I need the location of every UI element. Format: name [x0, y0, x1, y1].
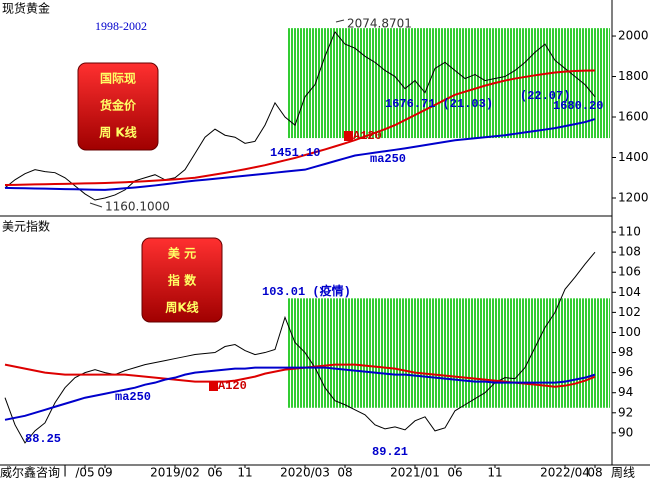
y-tick-label: 1800: [618, 69, 649, 83]
y-tick-label: 90: [618, 425, 633, 439]
x-tick-label: 08: [337, 466, 352, 480]
badge-text: 周K线: [165, 300, 198, 315]
annotation: 1680.20: [553, 99, 603, 113]
x-tick-label: 06: [207, 466, 222, 480]
leader-line: [89, 202, 103, 208]
moving-average-line: [4, 118, 596, 191]
series-label: A120: [353, 129, 382, 143]
x-tick-label: 11: [237, 466, 252, 480]
y-tick-label: 104: [618, 285, 641, 299]
y-tick-label: 92: [618, 405, 633, 419]
y-tick-label: 94: [618, 385, 633, 399]
panel-title: 现货黄金: [2, 1, 50, 16]
y-tick-label: 106: [618, 265, 641, 279]
x-tick-label: /05: [75, 466, 94, 480]
badge-text: 货金价: [100, 98, 137, 113]
series-label: A120: [218, 379, 247, 393]
y-tick-label: 96: [618, 365, 633, 379]
y-tick-label: 1200: [618, 190, 649, 204]
series-label: ma250: [115, 390, 151, 404]
annotation: 88.25: [25, 432, 61, 446]
period-label: 周线: [611, 466, 635, 480]
moving-average-line: [4, 69, 596, 187]
annotation: 89.21: [372, 445, 408, 459]
badge-box: [77, 62, 159, 151]
x-tick-label: 06: [447, 466, 462, 480]
badge-text: 美 元: [168, 246, 196, 261]
y-tick-label: 1400: [618, 150, 649, 164]
y-tick-label: 102: [618, 305, 641, 319]
x-tick-label: 2020/03: [280, 466, 330, 480]
series-label: ma250: [370, 152, 406, 166]
highlight-band: [287, 298, 610, 408]
panel-title: 美元指数: [2, 219, 50, 234]
annotation: 2074.8701: [347, 17, 412, 31]
badge-text: 指 数: [168, 273, 197, 288]
annotation: 1998-2002: [95, 19, 147, 33]
moving-average-line: [4, 366, 596, 421]
legend-swatch: [209, 381, 218, 391]
x-tick-label: l: [63, 466, 66, 480]
price-line: [4, 31, 596, 201]
x-tick-label: 11: [487, 466, 502, 480]
annotation: (22.07): [520, 89, 570, 103]
legend-swatch: [344, 131, 353, 141]
x-tick-label: 2022/04: [540, 466, 590, 480]
annotation: 103.01 (疫情): [262, 283, 351, 299]
highlight-band: [287, 28, 610, 139]
x-tick-label: 09: [97, 466, 112, 480]
badge-box: [141, 237, 223, 323]
y-tick-label: 100: [618, 325, 641, 339]
y-tick-label: 1600: [618, 110, 649, 124]
annotation: 1676.71 (21.03): [385, 97, 493, 111]
y-tick-label: 2000: [618, 29, 649, 43]
leader-line: [335, 19, 345, 23]
x-tick-label: 2019/02: [150, 466, 200, 480]
x-tick-label: 08: [587, 466, 602, 480]
y-tick-label: 108: [618, 245, 641, 259]
y-tick-label: 110: [618, 225, 641, 239]
badge-text: 周 K线: [99, 125, 136, 140]
x-tick-label: 2021/01: [390, 466, 440, 480]
badge-text: 国际现: [100, 72, 136, 86]
y-tick-label: 98: [618, 345, 633, 359]
source-label: 威尔鑫咨询: [0, 465, 60, 480]
annotation: 1160.1000: [105, 200, 170, 214]
annotation: 1451.10: [270, 146, 320, 160]
